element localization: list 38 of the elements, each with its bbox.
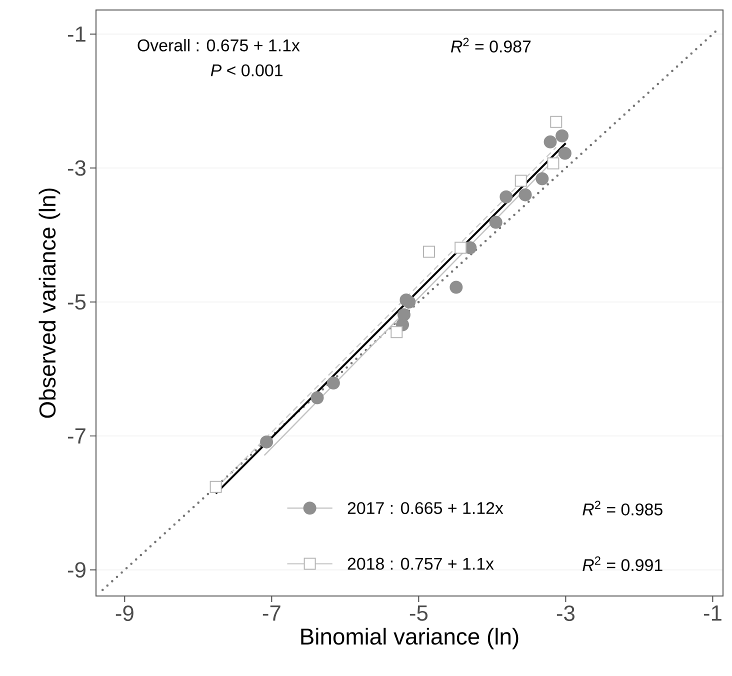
point (544, 135, 557, 148)
point (260, 435, 274, 448)
x-axis-title: Binomial variance (ln) (301, 628, 518, 650)
point (450, 280, 463, 294)
x-tick-label: -1 (704, 606, 722, 621)
annotation: P < 0.001 (210, 64, 282, 76)
annotation: Overall : 0.675 + 1.1x (138, 38, 300, 52)
annotation: R$^{2}$ = 0.991 (582, 556, 662, 572)
y-tick-label: -7 (68, 428, 86, 444)
annotation: R$^{2}$ = 0.987 (450, 38, 531, 53)
point (514, 174, 527, 187)
point (518, 188, 532, 202)
point (210, 480, 222, 493)
y-tick-label: -9 (68, 562, 86, 578)
legend-label: 2017 : 0.665 + 1.12x (348, 502, 504, 514)
point (326, 376, 340, 390)
point (400, 293, 413, 306)
point (550, 116, 562, 128)
x-tick-label: -3 (556, 606, 574, 622)
x-tick-label: -7 (262, 606, 280, 621)
point (489, 216, 502, 229)
point (310, 391, 324, 404)
point (556, 129, 569, 142)
point (536, 172, 549, 186)
x-tick-label: -5 (410, 606, 428, 621)
point (390, 326, 403, 338)
point (500, 190, 513, 204)
y-tick-label: -1 (68, 26, 86, 42)
point (454, 242, 467, 254)
x-tick-label: -9 (116, 606, 134, 622)
y-axis-title: Observed variance (ln) (38, 188, 60, 418)
y-tick-label: -5 (68, 294, 86, 310)
point (547, 157, 560, 170)
point (558, 146, 572, 160)
point (397, 308, 410, 322)
y-tick-label: -3 (68, 160, 86, 176)
annotation: R$^{2}$ = 0.985 (582, 500, 662, 516)
legend-label: 2018 : 0.757 + 1.1x (348, 558, 494, 570)
